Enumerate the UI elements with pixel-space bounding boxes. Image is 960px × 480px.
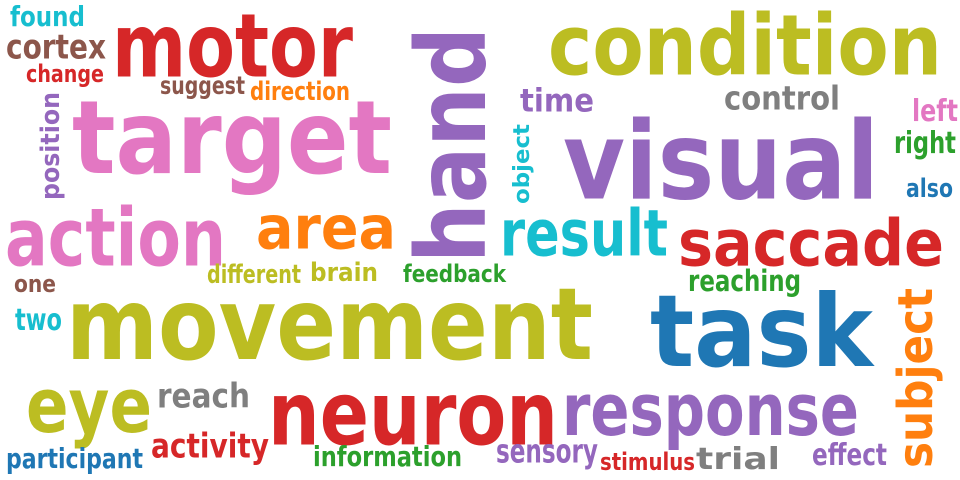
word-visual: visual bbox=[563, 98, 879, 225]
word-effect: effect bbox=[812, 438, 887, 473]
word-condition: condition bbox=[548, 0, 942, 95]
word-reaching: reaching bbox=[688, 265, 801, 299]
word-control: control bbox=[724, 80, 840, 119]
word-sensory: sensory bbox=[496, 433, 598, 472]
word-participant: participant bbox=[6, 442, 143, 475]
word-saccade: saccade bbox=[678, 206, 944, 281]
word-brain: brain bbox=[310, 258, 378, 288]
word-reach: reach bbox=[157, 377, 250, 417]
word-trial: trial bbox=[696, 442, 780, 477]
word-result: result bbox=[500, 196, 668, 271]
word-motor: motor bbox=[112, 0, 353, 98]
word-hand: hand bbox=[395, 27, 508, 264]
word-position: position bbox=[36, 92, 66, 200]
word-right: right bbox=[894, 126, 956, 161]
word-area: area bbox=[256, 193, 396, 263]
word-target: target bbox=[72, 79, 392, 198]
word-subject: subject bbox=[887, 288, 944, 468]
word-found: found bbox=[10, 0, 85, 33]
word-change: change bbox=[26, 60, 104, 88]
word-neuron: neuron bbox=[268, 362, 558, 466]
word-object: object bbox=[510, 124, 535, 204]
word-feedback: feedback bbox=[403, 260, 506, 288]
word-direction: direction bbox=[250, 77, 350, 107]
word-stimulus: stimulus bbox=[600, 448, 695, 476]
word-eye: eye bbox=[26, 361, 152, 450]
word-response: response bbox=[562, 368, 859, 453]
word-suggest: suggest bbox=[160, 72, 245, 101]
word-one: one bbox=[14, 270, 56, 298]
word-also: also bbox=[906, 174, 953, 204]
word-cortex: cortex bbox=[6, 28, 106, 68]
word-time: time bbox=[520, 82, 594, 120]
word-action: action bbox=[5, 191, 226, 285]
word-task: task bbox=[650, 273, 873, 390]
word-information: information bbox=[313, 440, 462, 473]
word-two: two bbox=[15, 303, 62, 338]
word-movement: movement bbox=[66, 266, 593, 383]
word-activity: activity bbox=[151, 427, 269, 467]
word-different: different bbox=[207, 260, 301, 290]
word-left: left bbox=[912, 94, 958, 129]
